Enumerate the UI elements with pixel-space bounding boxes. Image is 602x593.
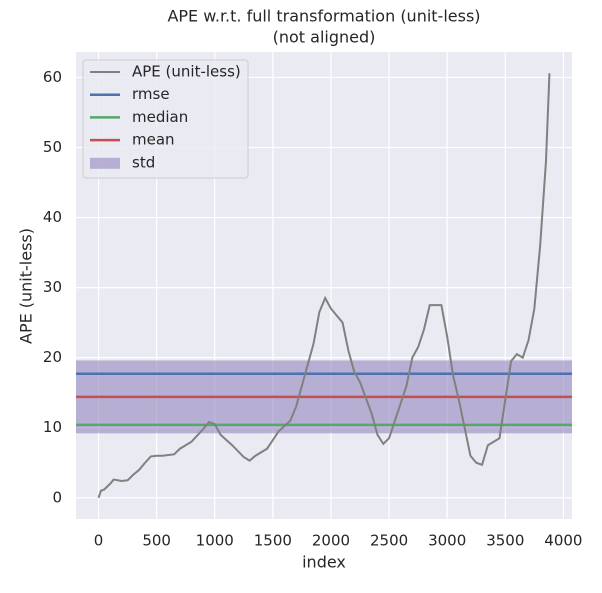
x-tick-label: 3500 [486, 532, 524, 550]
y-tick-label: 10 [43, 418, 62, 436]
y-axis-label: APE (unit-less) [17, 228, 36, 344]
x-tick-label: 3000 [428, 532, 466, 550]
y-tick-label: 60 [43, 68, 62, 86]
legend-box [82, 59, 249, 179]
x-tick-label: 0 [94, 532, 104, 550]
ape-line [97, 73, 551, 499]
y-tick-label: 50 [43, 138, 62, 156]
legend-label: rmse [132, 85, 170, 103]
x-tick-label: 4000 [544, 532, 582, 550]
legend-swatch [90, 157, 120, 169]
chart-title: APE w.r.t. full transformation (unit-les… [167, 7, 480, 26]
y-tick-label: 30 [43, 278, 62, 296]
x-tick-label: 500 [142, 532, 171, 550]
chart-subtitle: (not aligned) [273, 28, 376, 47]
legend-label: mean [132, 131, 175, 149]
x-tick-label: 2000 [312, 532, 350, 550]
x-axis-label: index [302, 553, 346, 572]
legend-label: std [132, 153, 155, 171]
x-tick-label: 1000 [196, 532, 234, 550]
y-tick-label: 40 [43, 208, 62, 226]
x-tick-label: 2500 [370, 532, 408, 550]
y-tick-label: 0 [52, 488, 62, 506]
y-tick-label: 20 [43, 348, 62, 366]
x-tick-label: 1500 [254, 532, 292, 550]
legend-label: median [132, 108, 188, 126]
legend-label: APE (unit-less) [132, 63, 241, 81]
